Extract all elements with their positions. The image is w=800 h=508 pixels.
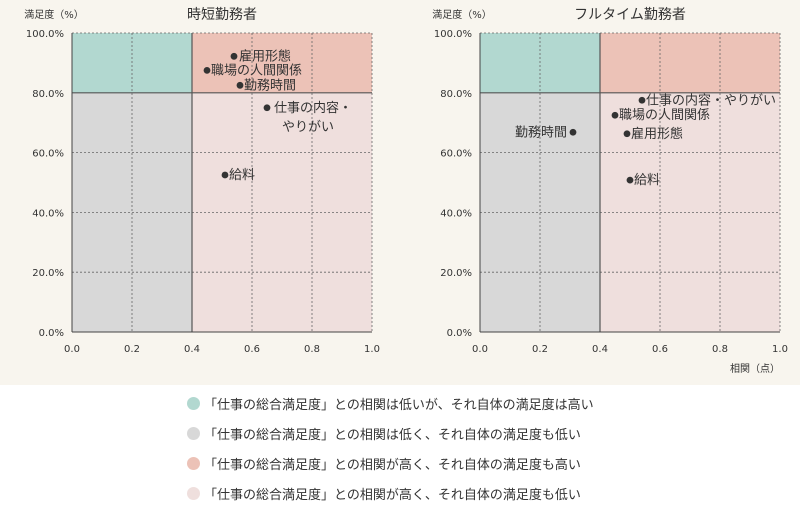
x-axis-label: 相関（点） [730, 362, 780, 375]
y-tick-label: 0.0% [39, 328, 64, 339]
y-tick-label: 60.0% [440, 149, 472, 160]
data-point-label: 勤務時間 [244, 78, 296, 93]
x-tick-label: 0.8 [712, 344, 728, 355]
x-tick-label: 0.2 [532, 344, 548, 355]
legend-item-high-corr-high-sat: 「仕事の総合満足度」との相関が高く、それ自体の満足度も高い [187, 448, 747, 478]
y-tick-label: 40.0% [32, 208, 64, 219]
y-tick-label: 0.0% [447, 328, 472, 339]
x-tick-label: 0.6 [652, 344, 668, 355]
data-point [569, 128, 577, 136]
data-point-label: 勤務時間 [515, 125, 567, 140]
data-point-label: 雇用形態 [631, 126, 683, 142]
chart-title: フルタイム勤務者 [574, 7, 686, 23]
y-tick-label: 20.0% [32, 268, 64, 279]
quadrant-high-corr-high-sat [192, 33, 372, 93]
y-tick-label: 100.0% [434, 29, 472, 40]
x-tick-label: 0.4 [184, 344, 200, 355]
charts-canvas: 0.0% 20.0% 40.0% 60.0% 80.0% 100.0% 0.0 0.2 0.4 0… [24, 7, 788, 375]
x-tick-label: 0.0 [64, 344, 80, 355]
data-point [626, 176, 634, 184]
data-point-label: 仕事の内容・やりがい [646, 92, 776, 108]
x-tick-label: 0.8 [304, 344, 320, 355]
grid-lines [72, 33, 372, 332]
data-point [638, 96, 646, 104]
legend-swatch-gray [187, 426, 200, 440]
y-tick-label: 80.0% [440, 89, 472, 100]
legend: 「仕事の総合満足度」との相関は低いが、それ自体の満足度は高い 「仕事の総合満足度… [187, 388, 747, 508]
data-point-label: 給料 [229, 168, 255, 183]
y-tick-label: 60.0% [32, 149, 64, 160]
y-tick-label: 100.0% [26, 29, 64, 40]
data-point-label: 仕事の内容・やりがい [274, 100, 352, 135]
data-point [623, 130, 631, 138]
data-point [611, 111, 619, 119]
legend-label: 「仕事の総合満足度」との相関は低く、それ自体の満足度も低い [204, 427, 581, 443]
data-point-label: 給料 [634, 173, 660, 188]
legend-item-high-corr-low-sat: 「仕事の総合満足度」との相関が高く、それ自体の満足度も低い [187, 478, 747, 508]
legend-label: 「仕事の総合満足度」との相関が高く、それ自体の満足度も高い [204, 457, 581, 473]
chart-area: 0.0% 20.0% 40.0% 60.0% 80.0% 100.0% 0.0 0.2 0.4 0… [0, 0, 800, 385]
data-point-label: 職場の人間関係 [619, 108, 710, 123]
legend-label: 「仕事の総合満足度」との相関は低いが、それ自体の満足度は高い [204, 397, 594, 413]
y-axis-label: 満足度（%） [432, 8, 492, 21]
legend-item-low-corr-high-sat: 「仕事の総合満足度」との相関は低いが、それ自体の満足度は高い [187, 388, 747, 418]
x-tick-label: 0.6 [244, 344, 260, 355]
grid-lines [480, 33, 780, 332]
x-tick-label: 0.2 [124, 344, 140, 355]
legend-label: 「仕事の総合満足度」との相関が高く、それ自体の満足度も低い [204, 487, 581, 503]
data-point [203, 66, 211, 74]
data-point [263, 104, 271, 112]
legend-swatch-pink [187, 486, 200, 500]
data-point [236, 81, 244, 89]
y-tick-label: 40.0% [440, 208, 472, 219]
data-point-label: 職場の人間関係 [211, 63, 302, 78]
x-tick-label: 1.0 [364, 344, 380, 355]
quadrant-high-corr-high-sat [600, 33, 780, 93]
x-tick-label: 0.0 [472, 344, 488, 355]
y-axis-label: 満足度（%） [24, 8, 84, 21]
data-point [221, 171, 229, 179]
x-tick-label: 0.4 [592, 344, 608, 355]
y-tick-label: 20.0% [440, 268, 472, 279]
legend-swatch-salmon [187, 456, 200, 470]
data-point [230, 52, 238, 60]
y-tick-label: 80.0% [32, 89, 64, 100]
x-tick-label: 1.0 [772, 344, 788, 355]
legend-item-low-corr-low-sat: 「仕事の総合満足度」との相関は低く、それ自体の満足度も低い [187, 418, 747, 448]
data-point-label: 雇用形態 [239, 48, 291, 64]
legend-swatch-teal [187, 396, 200, 410]
chart-title: 時短勤務者 [187, 7, 257, 23]
